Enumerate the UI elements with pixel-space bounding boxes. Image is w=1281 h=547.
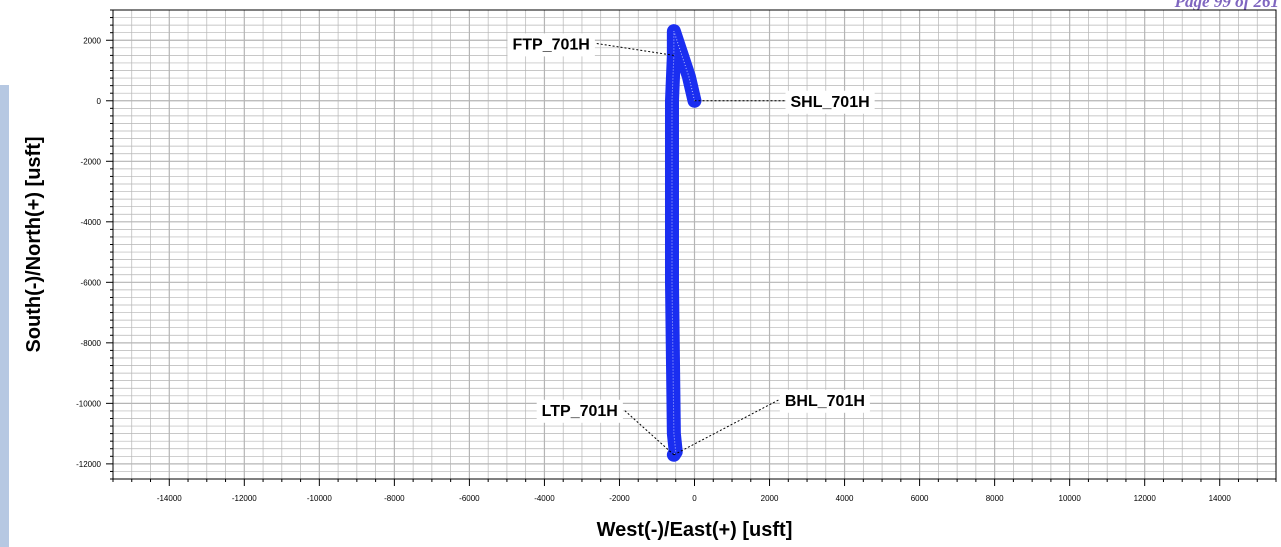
y-tick-label: -2000 (81, 157, 102, 166)
y-axis-ticks: 2000 0 -2000 -4000 -6000 -8000 -10000 -12000 (76, 9, 113, 480)
x-tick-label: -8000 (384, 494, 405, 503)
callout-label: BHL_701H (785, 393, 865, 410)
callout-label-background (507, 33, 595, 57)
x-tick-label: 8000 (986, 494, 1004, 503)
wellbore-trajectory (664, 24, 702, 462)
y-tick-label: -8000 (81, 339, 102, 348)
x-tick-label: -4000 (534, 494, 555, 503)
callout-leader (673, 399, 780, 456)
series-layer (664, 24, 702, 462)
callout-label-background (779, 389, 870, 413)
callout-leader-lines (595, 42, 785, 456)
callout-labels: FTP_701H SHL_701H LTP_701H BHL_701H (507, 33, 875, 423)
x-tick-label: 4000 (836, 494, 854, 503)
page-left-strip (0, 85, 9, 547)
y-tick-label: -4000 (81, 218, 102, 227)
x-tick-label: 14000 (1209, 494, 1232, 503)
x-tick-label: -14000 (157, 494, 182, 503)
y-tick-label: 2000 (83, 36, 101, 45)
y-tick-label: -10000 (76, 399, 101, 408)
x-axis-title: West(-)/East(+) [usft] (597, 519, 793, 541)
grid-lines (113, 9, 1276, 480)
x-tick-label: 10000 (1059, 494, 1082, 503)
y-tick-label: -6000 (81, 278, 102, 287)
callout-label: SHL_701H (791, 94, 870, 111)
x-tick-label: 2000 (761, 494, 779, 503)
y-axis-title: South(-)/North(+) [usft] (23, 136, 45, 352)
callout-leader (623, 409, 675, 456)
x-axis-ticks: -14000 -12000 -10000 -8000 -6000 -4000 -2000 0 2… (112, 479, 1277, 503)
callout-label: LTP_701H (542, 403, 618, 420)
y-tick-label: 0 (97, 97, 102, 106)
x-tick-label: -2000 (609, 494, 630, 503)
x-tick-label: -6000 (459, 494, 480, 503)
x-tick-label: 12000 (1134, 494, 1157, 503)
callout-label-background (785, 90, 875, 114)
callout-leader (595, 42, 674, 56)
page-number-label: Page 99 of 261 (1174, 0, 1279, 11)
x-tick-label: 6000 (911, 494, 929, 503)
x-tick-label: -12000 (232, 494, 257, 503)
callout-label-background (536, 399, 623, 423)
callout-label: FTP_701H (512, 36, 589, 53)
x-tick-label: 0 (692, 494, 697, 503)
x-tick-label: -10000 (307, 494, 332, 503)
y-tick-label: -12000 (76, 460, 101, 469)
